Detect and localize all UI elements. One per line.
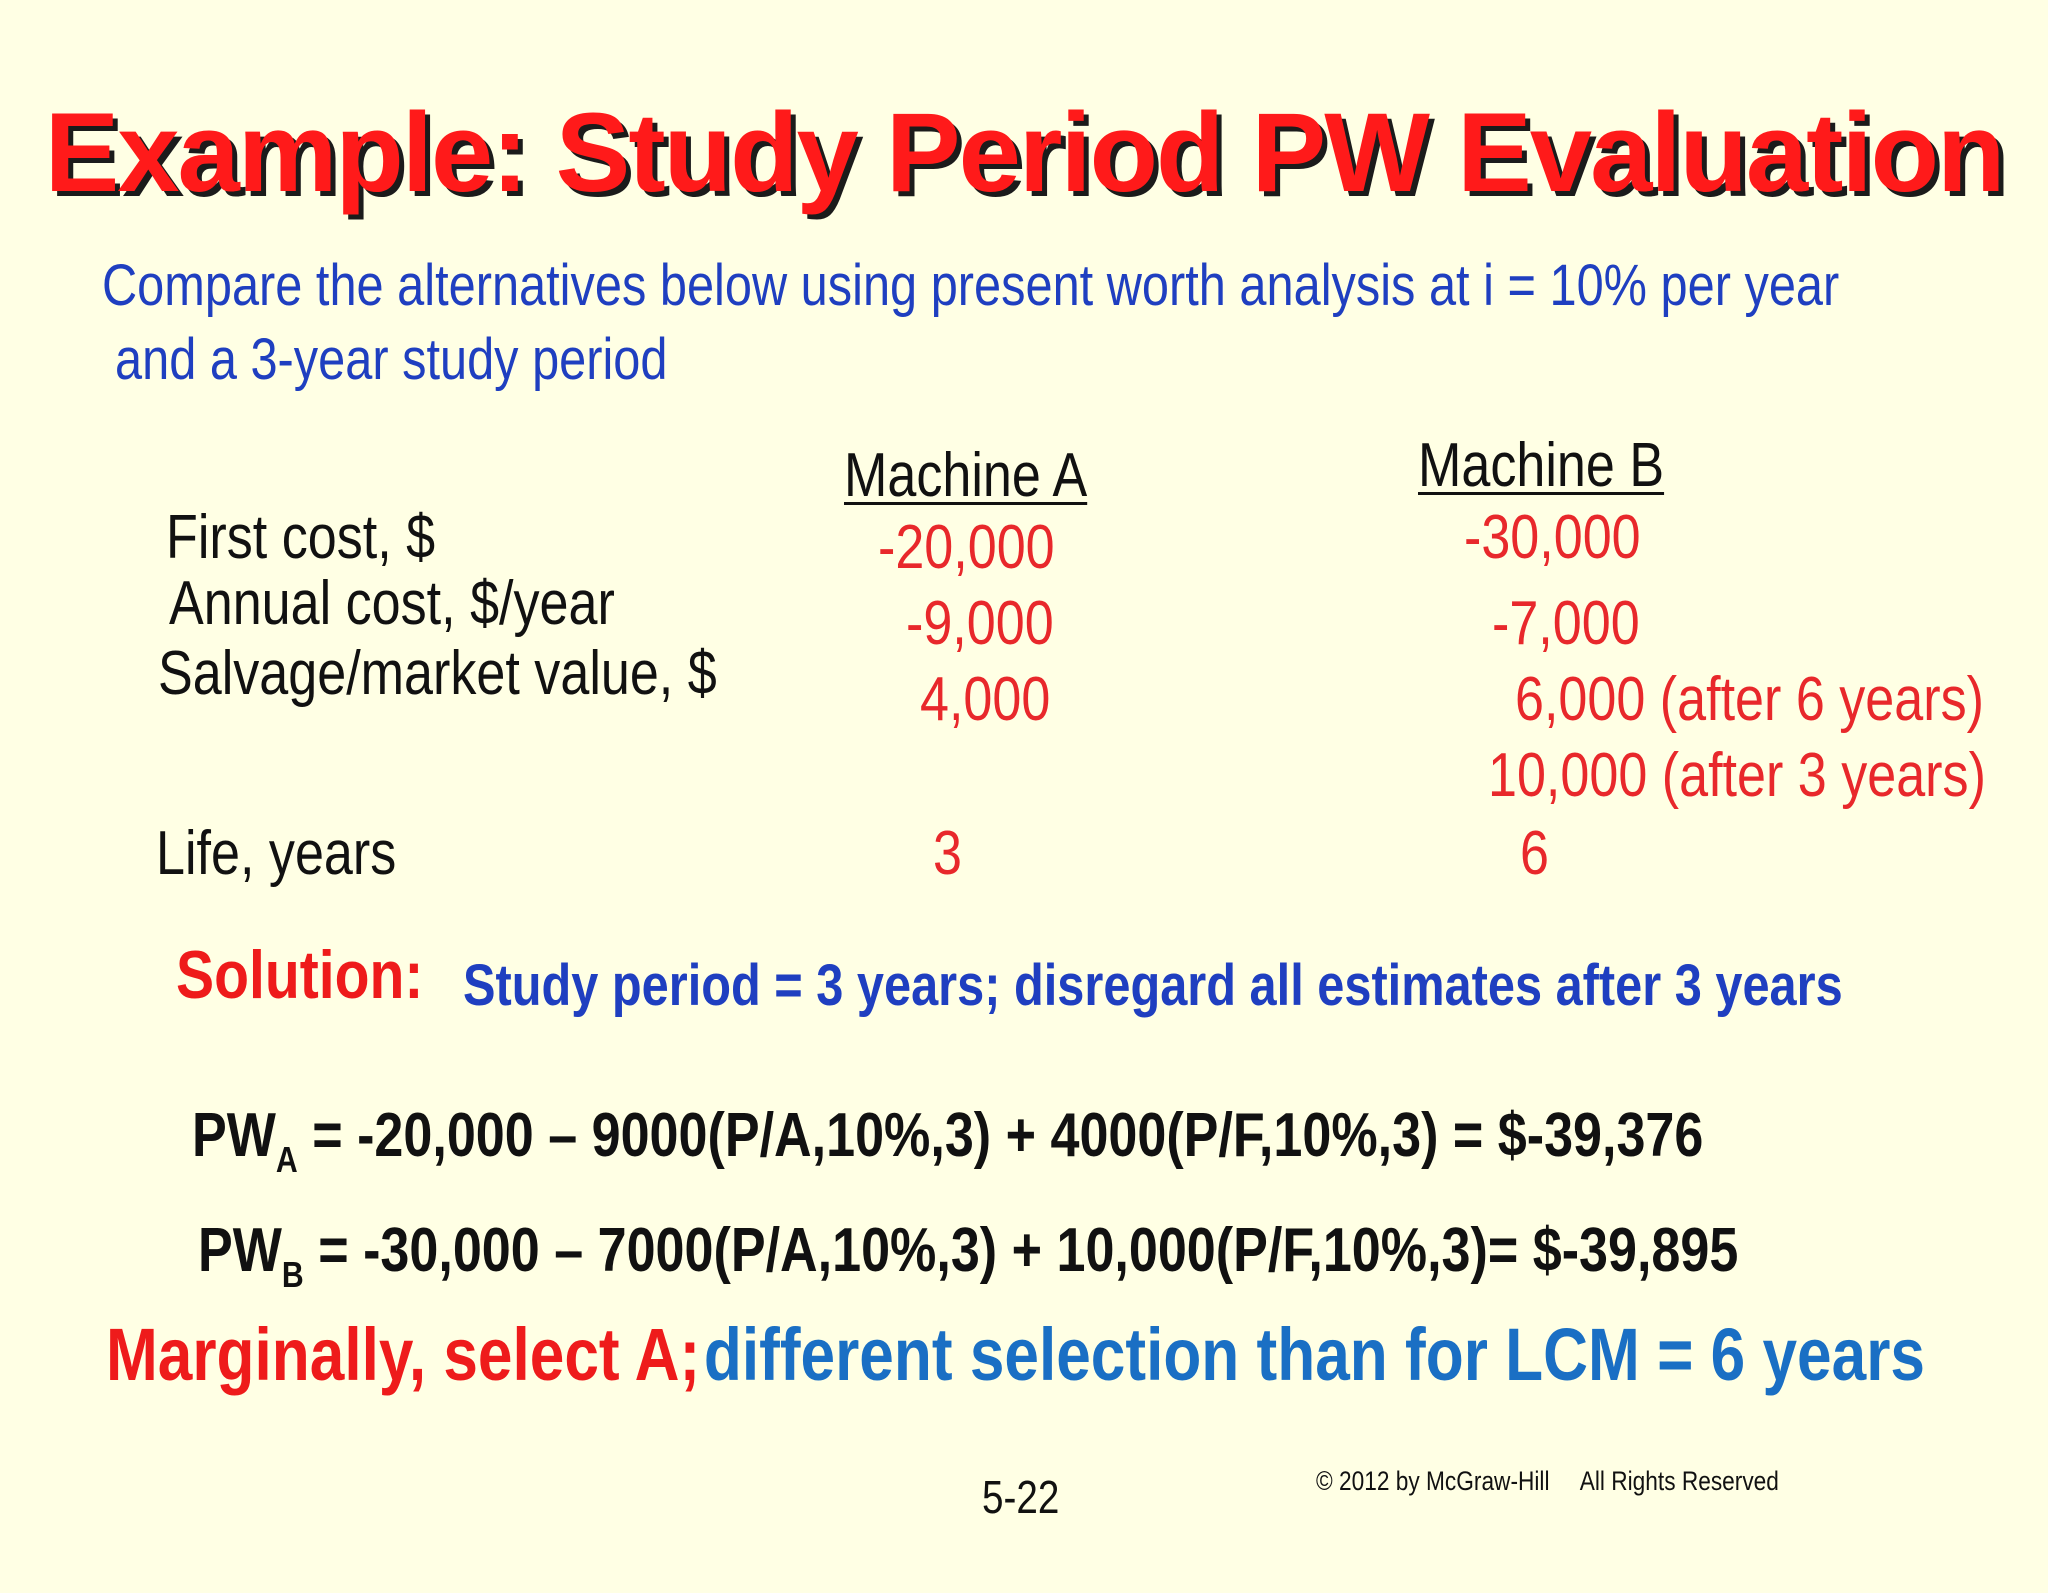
copyright: © 2012 by McGraw-Hill All Rights Reserve… (1316, 1466, 1779, 1496)
label-annual-cost: Annual cost, $/year (169, 569, 615, 638)
equation-pw-a-symbol: PW (192, 1101, 276, 1170)
intro-line-1: Compare the alternatives below using pre… (102, 253, 1840, 318)
machine-b-life: 6 (1520, 819, 1549, 888)
machine-a-salvage: 4,000 (920, 665, 1051, 734)
machine-a-life: 3 (933, 819, 962, 888)
slide-title: Example: Study Period PW Evaluation (44, 90, 2006, 215)
solution-text: Study period = 3 years; disregard all es… (463, 953, 1843, 1018)
equation-pw-a: PWA = -20,000 – 9000(P/A,10%,3) + 4000(P… (192, 1100, 1703, 1181)
machine-a-first-cost: -20,000 (878, 513, 1055, 582)
label-first-cost: First cost, $ (166, 503, 436, 572)
equation-pw-a-body: = -20,000 – 9000(P/A,10%,3) + 4000(P/F,1… (297, 1101, 1704, 1170)
equation-pw-b: PWB = -30,000 – 7000(P/A,10%,3) + 10,000… (198, 1215, 1738, 1296)
machine-b-first-cost: -30,000 (1464, 503, 1641, 572)
equation-pw-a-subscript: A (275, 1139, 298, 1180)
machine-b-salvage-3yr: 10,000 (after 3 years) (1488, 741, 1986, 810)
machine-b-annual-cost: -7,000 (1492, 589, 1640, 658)
machine-b-salvage-6yr: 6,000 (after 6 years) (1515, 665, 1984, 734)
solution-label: Solution: (176, 937, 424, 1013)
page-number: 5-22 (982, 1471, 1060, 1523)
machine-a-header: Machine A (844, 441, 1088, 510)
equation-pw-b-body: = -30,000 – 7000(P/A,10%,3) + 10,000(P/F… (303, 1216, 1739, 1285)
equation-pw-b-subscript: B (281, 1254, 304, 1295)
machine-b-header: Machine B (1418, 431, 1665, 500)
label-salvage: Salvage/market value, $ (158, 639, 717, 708)
machine-a-annual-cost: -9,000 (906, 589, 1054, 658)
conclusion: Marginally, select A; different selectio… (106, 1312, 1925, 1397)
equation-pw-b-symbol: PW (198, 1216, 282, 1285)
intro-line-2: and a 3-year study period (115, 327, 668, 392)
label-life: Life, years (156, 819, 397, 888)
conclusion-selection: Marginally, select A; (106, 1313, 701, 1396)
conclusion-comparison: different selection than for LCM = 6 yea… (703, 1313, 1925, 1396)
